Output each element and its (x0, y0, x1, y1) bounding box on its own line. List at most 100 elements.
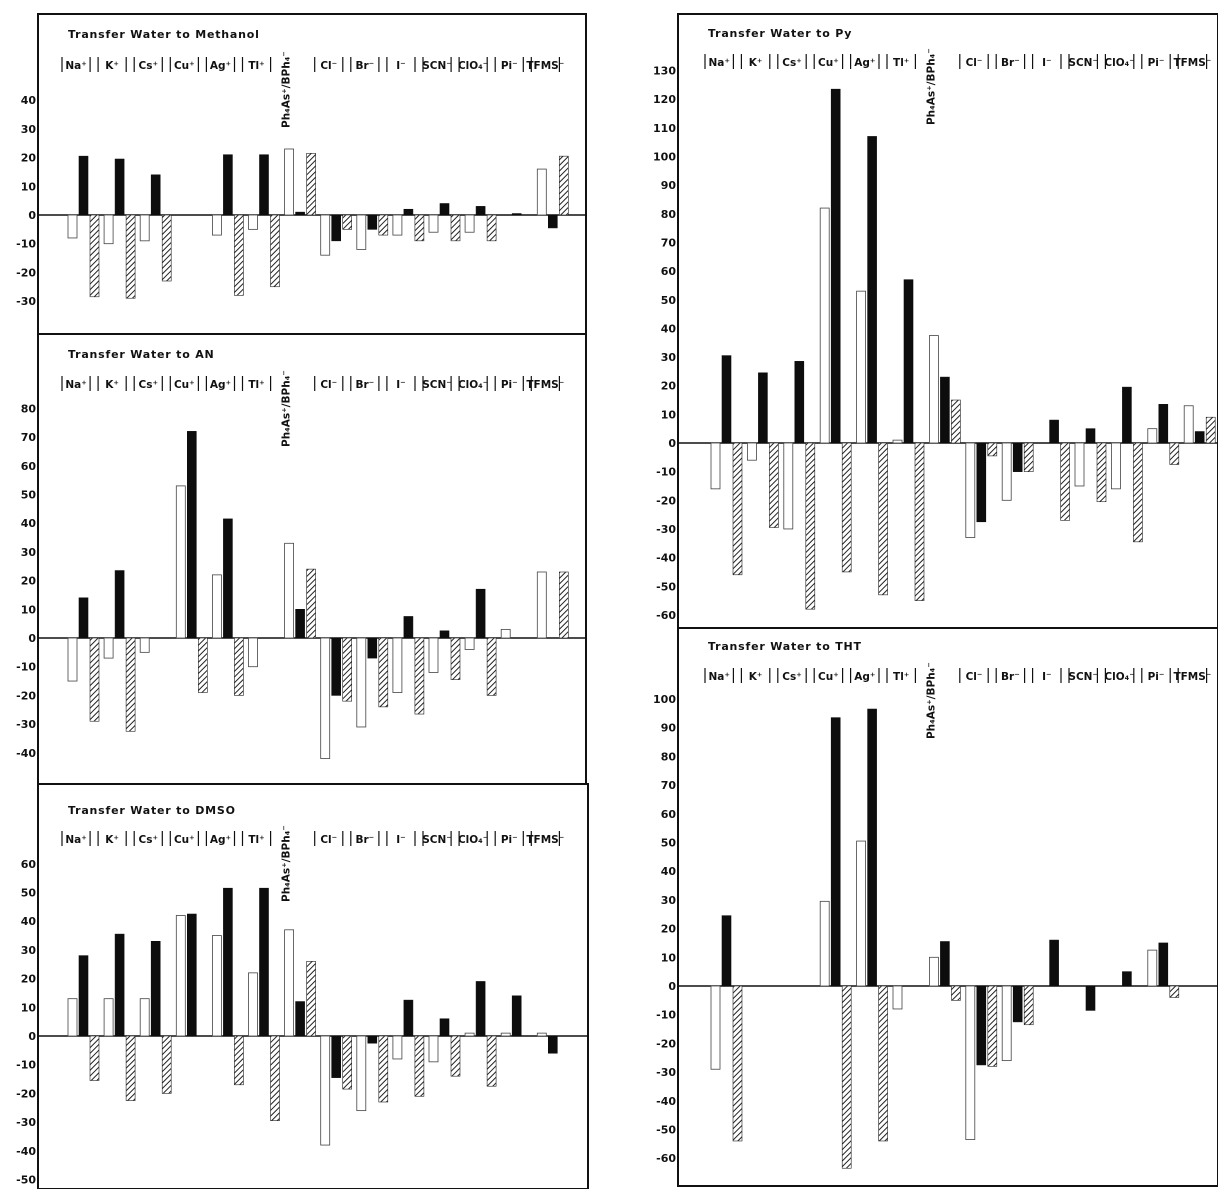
category-label: Cu⁺ (174, 834, 195, 846)
bar-open (175, 485, 186, 639)
y-tick-label: 40 (21, 915, 37, 928)
bar-open (783, 442, 794, 530)
bar-open (929, 335, 939, 444)
bar-solid (223, 154, 233, 216)
category-label: Tl⁺ (248, 60, 264, 72)
category-label: Cl⁻ (320, 834, 337, 846)
bar-open (464, 1032, 475, 1037)
category-label: Br⁻ (355, 379, 374, 391)
y-tick-label: -40 (16, 1145, 36, 1158)
bar-solid (1122, 971, 1132, 987)
y-tick-label: 0 (28, 632, 36, 645)
bar-solid (114, 158, 125, 216)
category-label: Ag⁺ (210, 379, 231, 391)
y-tick-label: 0 (28, 209, 36, 222)
category-label: K⁺ (749, 57, 763, 69)
category-label: K⁺ (749, 671, 763, 683)
bar-hatched (987, 442, 998, 457)
category-label: Pi⁻ (501, 379, 518, 391)
category-label: TFMS⁻ (526, 60, 564, 72)
category-label: ClO₄⁻ (1104, 57, 1134, 69)
category-label: Tl⁺ (248, 834, 264, 846)
category-label: Tl⁺ (248, 379, 264, 391)
bar-hatched (732, 442, 743, 576)
bar-hatched (234, 637, 244, 696)
bar-solid (187, 431, 197, 639)
bar-solid (223, 518, 233, 639)
chart-title: Transfer Water to Py (708, 27, 852, 40)
bar-solid (867, 708, 877, 987)
bar-hatched (378, 637, 389, 708)
category-label: TFMS⁻ (526, 834, 564, 846)
bar-hatched (486, 1035, 497, 1087)
bar-hatched (342, 214, 353, 230)
bar-solid (830, 717, 841, 987)
bar-open (892, 439, 903, 444)
bar-open (103, 214, 114, 245)
category-label: SCN⁻ (1068, 671, 1098, 683)
category-label: Cs⁺ (139, 60, 159, 72)
bar-open (856, 290, 866, 444)
bar-open (320, 1035, 331, 1146)
bar-open (500, 1032, 511, 1037)
bar-open (929, 956, 939, 987)
y-tick-label: -40 (656, 552, 676, 565)
bar-solid (721, 355, 732, 444)
bar-open (536, 168, 547, 216)
y-tick-label: 30 (21, 123, 37, 136)
bar-solid (331, 214, 342, 242)
bar-solid (976, 442, 987, 523)
category-label: ClO₄⁻ (1104, 671, 1134, 683)
category-label: Tl⁺ (893, 57, 909, 69)
bar-hatched (1169, 985, 1180, 998)
y-tick-label: -20 (16, 1087, 36, 1100)
bar-hatched (1023, 442, 1034, 472)
bar-solid (367, 637, 378, 659)
bar-hatched (234, 214, 244, 296)
panel-frame (677, 627, 1218, 1187)
category-label: Ag⁺ (854, 671, 875, 683)
y-tick-label: 70 (661, 236, 677, 249)
y-tick-label: -20 (16, 689, 36, 702)
y-tick-label: 130 (653, 65, 676, 78)
bar-solid (1085, 985, 1096, 1011)
category-label: Cu⁺ (818, 671, 839, 683)
bar-hatched (414, 637, 425, 715)
category-label: Pi⁻ (501, 60, 518, 72)
bar-open (1183, 405, 1194, 444)
y-tick-label: 70 (21, 431, 37, 444)
bar-solid (78, 597, 89, 639)
y-tick-label: 30 (21, 546, 37, 559)
category-label: Na⁺ (65, 379, 86, 391)
bar-hatched (234, 1035, 244, 1086)
bar-hatched (1133, 442, 1143, 543)
category-label: Pi⁻ (1148, 671, 1165, 683)
y-tick-label: 30 (661, 894, 677, 907)
bar-open (139, 214, 150, 242)
bar-open (710, 442, 721, 490)
y-tick-label: 20 (21, 152, 37, 165)
bar-open (139, 998, 150, 1037)
category-label: Pi⁻ (501, 834, 518, 846)
bar-solid (439, 1018, 450, 1037)
bar-hatched (1023, 985, 1034, 1026)
bar-hatched (125, 214, 136, 299)
bar-open (320, 214, 331, 256)
bar-hatched (342, 1035, 353, 1090)
bar-open (392, 214, 403, 236)
bar-solid (259, 887, 269, 1037)
chart-title: Transfer Water to AN (68, 348, 215, 361)
y-tick-label: -50 (16, 1174, 36, 1187)
bar-hatched (89, 214, 100, 298)
bar-hatched (125, 637, 136, 732)
category-label: I⁻ (396, 834, 405, 846)
y-tick-label: 40 (661, 865, 677, 878)
category-label: Ag⁺ (210, 834, 231, 846)
bar-open (211, 214, 222, 236)
bar-open (356, 1035, 367, 1112)
bar-hatched (951, 399, 961, 444)
category-label: Ag⁺ (210, 60, 231, 72)
bar-open (211, 574, 222, 639)
category-label: ClO₄⁻ (458, 379, 488, 391)
category-label: Pi⁻ (1148, 57, 1165, 69)
